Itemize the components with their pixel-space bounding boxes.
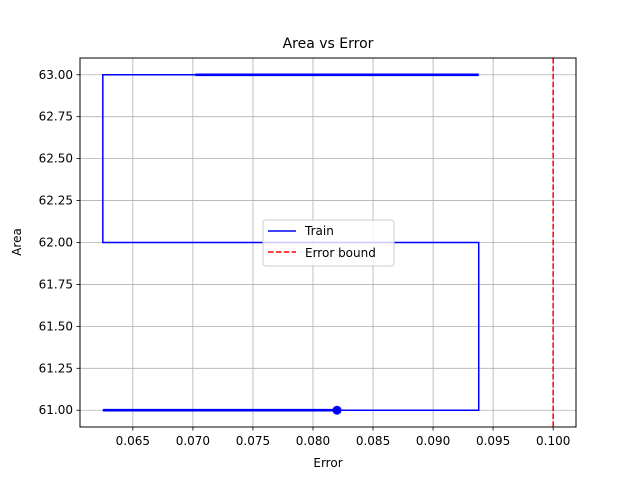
y-axis-label: Area	[10, 228, 24, 256]
legend: Train Error bound	[262, 219, 395, 267]
x-tick-label: 0.065	[116, 434, 150, 448]
y-tick-label: 61.25	[39, 361, 73, 375]
x-tick-label: 0.100	[536, 434, 570, 448]
y-tick-label: 61.75	[39, 277, 73, 291]
legend-train-label: Train	[304, 224, 334, 238]
current-point-marker	[332, 405, 342, 415]
x-tick-label: 0.080	[296, 434, 330, 448]
y-tick-label: 61.00	[39, 403, 73, 417]
x-tick-label: 0.075	[236, 434, 270, 448]
y-axis-ticks: 61.00 61.25 61.50 61.75 62.00 62.25 62.50 62.75…	[39, 68, 80, 417]
y-tick-label: 62.25	[39, 194, 73, 208]
y-tick-label: 61.50	[39, 319, 73, 333]
x-tick-label: 0.070	[176, 434, 210, 448]
y-tick-label: 63.00	[39, 68, 73, 82]
legend-error-bound-label: Error bound	[305, 246, 376, 260]
y-tick-label: 62.50	[39, 152, 73, 166]
x-tick-label: 0.095	[476, 434, 510, 448]
chart-title: Area vs Error	[283, 36, 374, 52]
x-tick-label: 0.090	[416, 434, 450, 448]
x-axis-ticks: 0.065 0.070 0.075 0.080 0.085 0.090 0.095 0.100	[116, 427, 570, 448]
x-axis-label: Error	[313, 456, 342, 470]
y-tick-label: 62.75	[39, 110, 73, 124]
y-tick-label: 62.00	[39, 236, 73, 250]
x-tick-label: 0.085	[356, 434, 390, 448]
